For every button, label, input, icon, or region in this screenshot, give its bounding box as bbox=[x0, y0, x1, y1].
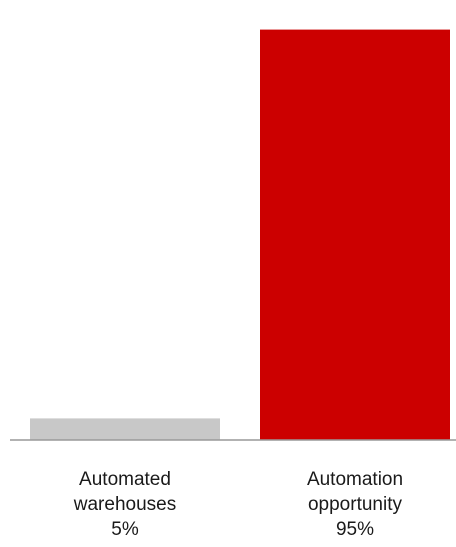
category-label-line: 5% bbox=[111, 519, 139, 540]
category-label-line: 95% bbox=[336, 519, 374, 540]
category-label-line: opportunity bbox=[308, 494, 403, 515]
category-label-line: warehouses bbox=[73, 494, 176, 515]
category-label-line: Automated bbox=[79, 469, 171, 490]
bar-1 bbox=[260, 29, 450, 440]
bars-layer bbox=[30, 29, 450, 440]
category-labels-layer: Automated warehouses 5% Automation opportuni… bbox=[73, 469, 403, 540]
category-label-line: Automation bbox=[307, 469, 403, 490]
category-label-1: Automation opportunity 95% bbox=[307, 469, 403, 540]
category-label-0: Automated warehouses 5% bbox=[73, 469, 176, 540]
bar-0 bbox=[30, 418, 220, 440]
